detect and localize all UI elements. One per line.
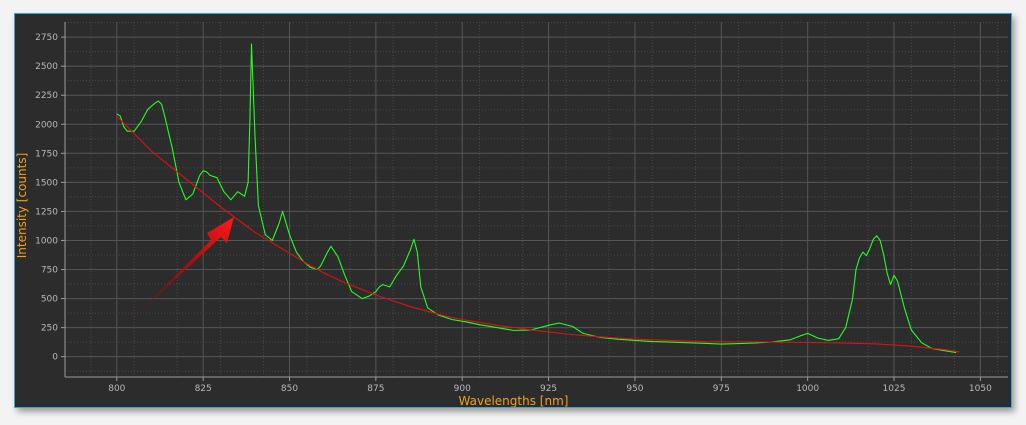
x-tick-label: 1025 — [883, 384, 906, 394]
arrow-annotation-icon — [129, 217, 234, 322]
x-tick-label: 1050 — [969, 384, 992, 394]
plot-frame: 800 825 850 875 900 925 950 975 1000 1025 1050 0 250… — [14, 13, 1012, 408]
x-axis-label: Wavelengths [nm] — [459, 394, 569, 407]
x-tick-label: 900 — [454, 384, 471, 394]
x-tick-label: 950 — [626, 384, 643, 394]
y-tick-label: 1000 — [35, 236, 58, 246]
series-layer — [116, 43, 960, 354]
tick-labels: 800 825 850 875 900 925 950 975 1000 1025 1050 0 250… — [35, 33, 992, 394]
y-tick-label: 2250 — [35, 91, 58, 101]
annotation-layer — [129, 217, 234, 322]
series-measured-spectrum — [116, 43, 957, 354]
y-tick-label: 2750 — [35, 33, 58, 43]
y-tick-label: 1750 — [35, 149, 58, 159]
y-tick-label: 2500 — [35, 62, 58, 72]
y-tick-label: 750 — [41, 266, 58, 276]
y-tick-label: 250 — [41, 324, 58, 334]
y-tick-label: 500 — [41, 295, 58, 305]
y-axis-label: Intensity [counts] — [15, 153, 29, 259]
grid — [65, 22, 1008, 377]
x-tick-label: 925 — [540, 384, 557, 394]
series-baseline-fit — [116, 115, 960, 353]
x-tick-label: 850 — [281, 384, 298, 394]
spectrum-chart: 800 825 850 875 900 925 950 975 1000 1025 1050 0 250… — [15, 22, 1008, 407]
x-tick-label: 825 — [195, 384, 212, 394]
y-tick-label: 1250 — [35, 207, 58, 217]
axes — [61, 22, 1008, 381]
x-tick-label: 800 — [108, 384, 125, 394]
x-tick-label: 975 — [713, 384, 730, 394]
y-tick-label: 2000 — [35, 120, 58, 130]
x-tick-label: 875 — [367, 384, 384, 394]
x-tick-label: 1000 — [796, 384, 819, 394]
y-tick-label: 0 — [52, 353, 58, 363]
y-tick-label: 1500 — [35, 178, 58, 188]
